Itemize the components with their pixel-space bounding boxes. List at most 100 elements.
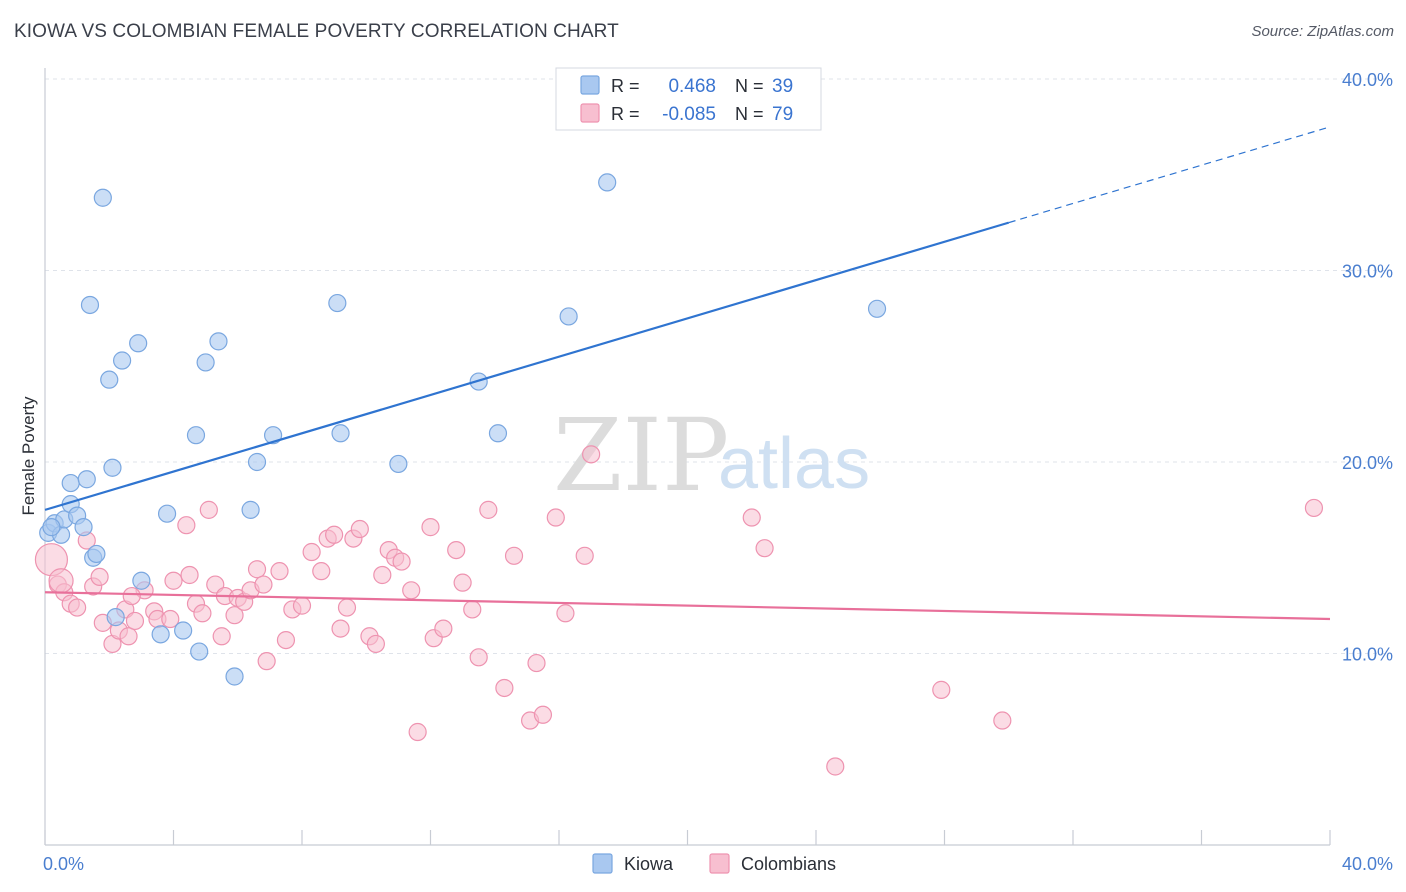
colombians-point	[755, 539, 774, 558]
colombians-point	[68, 598, 87, 617]
kiowa-trend-extension	[1008, 126, 1331, 224]
colombians-point	[177, 516, 196, 535]
colombians-point	[161, 609, 180, 629]
colombians-point	[1304, 498, 1324, 518]
colombians-point	[325, 525, 344, 544]
kiowa-point	[77, 470, 96, 489]
colombians-point	[180, 565, 199, 585]
colombians-point	[469, 648, 488, 667]
colombians-point	[527, 653, 546, 673]
colombians-point	[495, 678, 514, 698]
kiowa-point	[241, 500, 260, 519]
colombians-point	[199, 500, 218, 519]
colombians-point	[479, 500, 498, 519]
colombians-point	[119, 627, 138, 646]
kiowa-point	[328, 293, 347, 313]
series-legend: Kiowa Colombians	[592, 853, 836, 874]
colombians-point	[408, 722, 427, 742]
colombians-point	[122, 586, 141, 606]
legend-n-value-kiowa: 39	[772, 76, 793, 97]
kiowa-point	[263, 426, 283, 445]
y-tick-label: 40.0%	[1342, 70, 1393, 90]
colombians-point	[292, 596, 312, 615]
kiowa-point	[389, 454, 408, 474]
kiowa-point	[867, 299, 887, 318]
trend-lines	[44, 126, 1331, 621]
colombians-point	[421, 518, 440, 537]
colombians-point	[556, 604, 575, 623]
colombians-point	[90, 567, 109, 587]
colombians-point	[533, 705, 553, 724]
colombians-point	[225, 606, 244, 625]
colombians-point	[434, 619, 453, 638]
kiowa-point	[151, 625, 170, 644]
colombians-point	[447, 540, 466, 560]
legend-r-value-kiowa: 0.468	[668, 76, 716, 97]
kiowa-point	[209, 332, 228, 351]
legend-r-value-colombians: -0.085	[662, 104, 716, 125]
colombians-point	[932, 680, 951, 699]
correlation-legend: R = 0.468 N = 39 R = -0.085 N = 79	[555, 67, 822, 131]
legend-swatch-kiowa	[580, 75, 600, 95]
colombians-point	[164, 571, 183, 590]
kiowa-point	[186, 426, 206, 445]
kiowa-point	[61, 473, 80, 493]
legend-box	[555, 67, 822, 131]
colombians-point	[254, 575, 273, 594]
kiowa-point	[132, 571, 151, 590]
kiowa-point	[196, 353, 215, 372]
colombians-point	[270, 562, 289, 581]
legend-swatch-colombians	[580, 103, 600, 123]
colombians-point	[826, 757, 845, 776]
colombians-point	[453, 573, 472, 592]
legend-label-colombians: Colombians	[741, 854, 836, 874]
chart-title: KIOWA VS COLOMBIAN FEMALE POVERTY CORREL…	[14, 21, 619, 42]
source-label: Source: ZipAtlas.com	[1251, 23, 1394, 40]
legend-r-label: R =	[611, 76, 640, 96]
y-tick-labels: 10.0% 20.0% 30.0% 40.0%	[1342, 70, 1393, 665]
kiowa-point	[80, 295, 100, 315]
legend-n-label: N =	[735, 104, 764, 124]
colombians-point	[302, 542, 321, 562]
kiowa-point	[103, 458, 122, 477]
kiowa-point	[174, 621, 193, 640]
kiowa-points	[39, 173, 887, 686]
colombians-point	[993, 711, 1012, 730]
colombians-points	[34, 445, 1324, 776]
colombians-point	[212, 627, 231, 646]
colombians-point	[402, 581, 421, 600]
colombians-point	[575, 546, 594, 565]
kiowa-point	[488, 424, 508, 443]
colombians-point	[504, 546, 524, 565]
legend-n-label: N =	[735, 76, 764, 96]
colombians-point	[48, 568, 74, 594]
colombians-trend-line	[44, 591, 1331, 621]
colombians-point	[193, 604, 212, 623]
colombians-point	[276, 630, 296, 650]
colombians-point	[331, 619, 350, 638]
watermark-atlas: atlas	[718, 424, 870, 504]
colombians-point	[350, 519, 369, 539]
x-tick-label: 0.0%	[43, 854, 84, 874]
legend-swatch-kiowa	[592, 853, 613, 874]
colombians-point	[247, 560, 267, 579]
colombians-point	[337, 598, 357, 617]
legend-label-kiowa: Kiowa	[624, 854, 674, 874]
y-axis-title: Female Poverty	[19, 396, 38, 516]
kiowa-point	[559, 307, 578, 326]
kiowa-point	[331, 424, 350, 443]
kiowa-point	[190, 642, 209, 661]
colombians-point	[366, 634, 385, 654]
colombians-point	[463, 600, 482, 619]
x-tick-labels: 0.0% 40.0%	[43, 854, 1393, 874]
kiowa-point	[157, 504, 177, 523]
watermark-zip: ZIP	[553, 397, 729, 514]
kiowa-point	[87, 544, 106, 564]
kiowa-point	[129, 334, 148, 353]
axes	[44, 68, 1331, 846]
colombians-point	[546, 508, 565, 527]
colombians-point	[125, 611, 145, 631]
kiowa-point	[42, 518, 61, 537]
grid-lines	[45, 78, 1392, 654]
